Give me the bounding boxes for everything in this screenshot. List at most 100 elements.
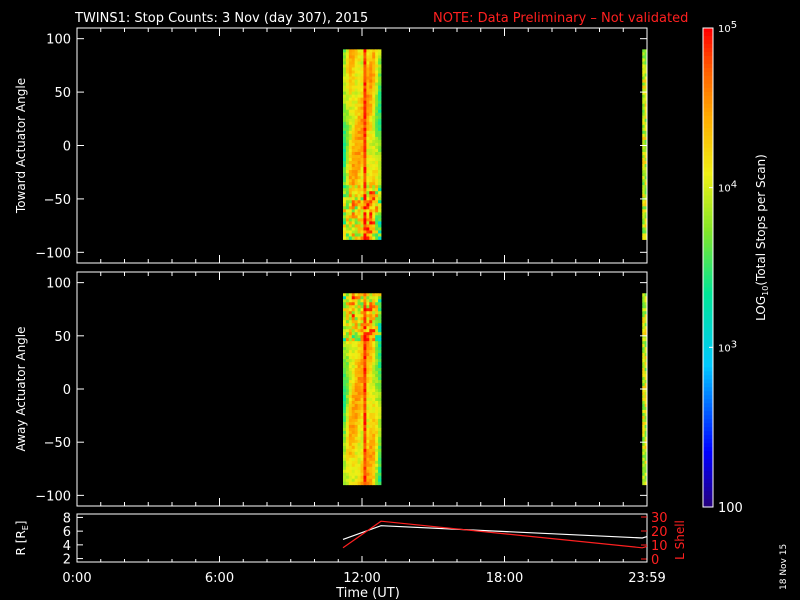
heatmap-cell (360, 457, 364, 462)
heatmap-cell (369, 448, 373, 453)
heatmap-cell (351, 218, 356, 222)
heatmap-cell (343, 85, 347, 89)
heatmap-cell (378, 139, 382, 144)
heatmap-cell (363, 377, 367, 381)
y-tick-label: 100 (46, 33, 71, 48)
heatmap-cell (372, 91, 376, 96)
heatmap-cell (372, 421, 376, 426)
heatmap-cell (351, 320, 356, 324)
heatmap-cell (348, 466, 353, 471)
heatmap-cell (348, 350, 353, 354)
heatmap-cell (366, 173, 370, 177)
heatmap-cell (343, 457, 347, 462)
colorbar-tick-label: 104 (718, 180, 737, 195)
heatmap-cell (642, 94, 646, 99)
heatmap-cell (366, 418, 370, 423)
heatmap-cell (366, 371, 370, 375)
heatmap-cell (348, 418, 353, 423)
heatmap-cell (363, 76, 367, 80)
colorbar-swatch (703, 79, 713, 85)
heatmap-cell (343, 397, 347, 402)
heatmap-cell (378, 97, 382, 102)
heatmap-cell (372, 311, 376, 315)
heatmap-cell (345, 103, 350, 108)
heatmap-cell (363, 368, 367, 372)
heatmap-cell (378, 374, 382, 378)
heatmap-cell (354, 353, 359, 357)
heatmap-cell (372, 403, 376, 408)
heatmap-cell (360, 374, 364, 378)
heatmap-cell (363, 466, 367, 471)
heatmap-cell (354, 88, 359, 93)
heatmap-cell (357, 76, 361, 80)
heatmap-cell (357, 380, 361, 384)
heatmap-cell (345, 341, 350, 345)
heatmap-cell (354, 52, 359, 56)
heatmap-cell (369, 403, 373, 408)
heatmap-cell (642, 64, 646, 68)
heatmap-cell (354, 308, 359, 312)
heatmap-cell (372, 154, 376, 159)
heatmap-cell (363, 64, 367, 68)
heatmap-cell (357, 167, 361, 171)
heatmap-cell (354, 212, 359, 216)
heatmap-cell (343, 52, 347, 56)
heatmap-cell (363, 154, 367, 159)
heatmap-cell (348, 164, 353, 168)
heatmap-cell (363, 67, 367, 71)
heatmap-cell (351, 133, 356, 138)
heatmap-cell (363, 400, 367, 405)
heatmap-cell (642, 221, 646, 225)
heatmap-cell (354, 100, 359, 105)
heatmap-cell (378, 206, 382, 210)
heatmap-cell (369, 454, 373, 459)
heatmap-cell (369, 383, 373, 387)
colorbar-swatch (703, 287, 713, 293)
heatmap-cell (343, 58, 347, 62)
heatmap-cell (642, 338, 646, 342)
heatmap-cell (375, 466, 379, 471)
heatmap-cell (357, 136, 361, 141)
heatmap-cell (366, 212, 370, 216)
heatmap-cell (345, 88, 350, 93)
heatmap-cell (348, 188, 353, 192)
heatmap-cell (357, 173, 361, 177)
heatmap-cell (351, 436, 356, 441)
heatmap-cell (360, 350, 364, 354)
heatmap-cell (357, 430, 361, 435)
heatmap-cell (378, 136, 382, 141)
heatmap-cell (345, 374, 350, 378)
heatmap-cell (372, 475, 376, 480)
y-tick-label: 6 (63, 525, 71, 540)
heatmap-cell (360, 133, 364, 138)
heatmap-cell (360, 151, 364, 156)
heatmap-cell (375, 106, 379, 111)
heatmap-cell (357, 335, 361, 339)
heatmap-cell (363, 58, 367, 62)
heatmap-cell (343, 212, 347, 216)
heatmap-cell (357, 299, 361, 303)
heatmap-cell (348, 182, 353, 186)
heatmap-cell (375, 139, 379, 144)
heatmap-cell (366, 167, 370, 171)
heatmap-cell (378, 329, 382, 333)
heatmap-cell (372, 383, 376, 387)
heatmap-cell (354, 209, 359, 213)
heatmap-cell (343, 185, 347, 189)
heatmap-cell (357, 421, 361, 426)
heatmap-cell (348, 100, 353, 105)
heatmap-cell (378, 356, 382, 360)
heatmap-cell (357, 124, 361, 129)
heatmap-cell (378, 221, 382, 225)
heatmap-cell (343, 323, 347, 327)
heatmap-cell (348, 362, 353, 366)
heatmap-cell (366, 94, 370, 99)
heatmap-cell (354, 106, 359, 111)
heatmap-cell (369, 409, 373, 414)
heatmap-cell (357, 58, 361, 62)
heatmap-cell (360, 176, 364, 180)
colorbar-swatch (703, 387, 713, 392)
heatmap-cell (351, 383, 356, 387)
heatmap-cell (345, 383, 350, 387)
heatmap-cell (348, 421, 353, 426)
